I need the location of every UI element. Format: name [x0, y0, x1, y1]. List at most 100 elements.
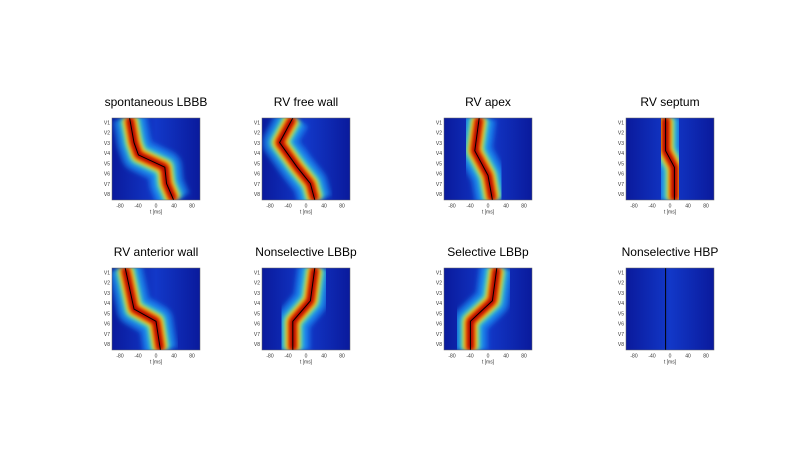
time-tick: 0	[155, 203, 158, 209]
heatmap	[626, 118, 714, 200]
lead-label: V3	[618, 291, 624, 297]
time-tick: 40	[503, 353, 509, 359]
plot-frame	[111, 267, 201, 351]
heatmap	[112, 268, 200, 350]
lead-label: V4	[254, 151, 260, 157]
lead-label: V8	[618, 342, 624, 348]
lead-label: V5	[104, 311, 110, 317]
time-tick: 80	[339, 203, 345, 209]
lead-label: V2	[436, 131, 442, 137]
lead-label: V2	[254, 281, 260, 287]
panel-title: RV free wall	[274, 95, 338, 109]
panel-title: Nonselective HBP	[622, 245, 719, 259]
lead-label: V1	[436, 270, 442, 276]
lead-label: V1	[254, 120, 260, 126]
lead-label: V4	[104, 301, 110, 307]
time-tick: -80	[116, 203, 123, 209]
lead-label: V6	[254, 172, 260, 178]
time-tick: 0	[669, 353, 672, 359]
time-label: t [ms]	[300, 209, 313, 215]
lead-label: V6	[436, 322, 442, 328]
lead-label: V2	[104, 131, 110, 137]
time-label: t [ms]	[300, 359, 313, 365]
heatmap	[444, 268, 532, 350]
lead-label: V7	[254, 332, 260, 338]
activation-line	[129, 118, 175, 200]
time-tick: 80	[189, 353, 195, 359]
time-tick: 40	[171, 353, 177, 359]
lead-label: V5	[618, 311, 624, 317]
plot-frame	[625, 267, 715, 351]
lead-label: V3	[436, 291, 442, 297]
time-tick: 0	[487, 203, 490, 209]
time-tick: -40	[134, 203, 141, 209]
time-tick: -80	[630, 203, 637, 209]
lead-label: V7	[104, 332, 110, 338]
plot-frame	[111, 117, 201, 201]
activation-line	[469, 268, 498, 350]
lead-label: V7	[618, 182, 624, 188]
panel-title: RV septum	[640, 95, 699, 109]
panel-title: spontaneous LBBB	[105, 95, 208, 109]
panel: spontaneous LBBB V1 V2 V3 V4 V5 V6 V7 V8 -80 -40 0 4…	[104, 95, 208, 215]
panel: RV apex V1 V2 V3 V4 V5 V6 V7 V8 -80 -40 0 40 80 t [ms]	[436, 95, 533, 215]
lead-label: V5	[254, 311, 260, 317]
lead-label: V5	[104, 161, 110, 167]
panel-title: RV anterior wall	[114, 245, 198, 259]
activation-line	[279, 118, 316, 200]
time-tick: 0	[669, 203, 672, 209]
time-tick: -80	[116, 353, 123, 359]
time-label: t [ms]	[150, 359, 163, 365]
panel: Nonselective LBBp V1 V2 V3 V4 V5 V6 V7 V8 -80 -40 0…	[254, 245, 357, 365]
heatmap	[626, 268, 714, 350]
time-tick: 40	[171, 203, 177, 209]
time-tick: 80	[703, 353, 709, 359]
lead-label: V8	[104, 192, 110, 198]
panel: RV septum V1 V2 V3 V4 V5 V6 V7 V8 -80 -40 0 40 80 t [m…	[618, 95, 715, 215]
lead-label: V6	[618, 172, 624, 178]
lead-label: V6	[436, 172, 442, 178]
time-tick: -40	[284, 203, 291, 209]
time-tick: 80	[189, 203, 195, 209]
plot-frame	[443, 117, 533, 201]
lead-label: V3	[254, 141, 260, 147]
lead-label: V3	[254, 291, 260, 297]
heatmap	[112, 118, 200, 200]
time-tick: -40	[648, 353, 655, 359]
lead-label: V7	[436, 182, 442, 188]
time-tick: 40	[685, 203, 691, 209]
activation-line	[665, 118, 675, 200]
panel: Nonselective HBP V1 V2 V3 V4 V5 V6 V7 V8 -80 -40 0 4…	[618, 245, 718, 365]
lead-label: V5	[254, 161, 260, 167]
time-tick: -80	[448, 353, 455, 359]
plot-frame	[625, 117, 715, 201]
time-tick: 40	[503, 203, 509, 209]
lead-label: V4	[436, 151, 442, 157]
lead-label: V8	[254, 342, 260, 348]
time-label: t [ms]	[482, 359, 495, 365]
time-tick: -80	[266, 353, 273, 359]
lead-label: V5	[436, 161, 442, 167]
lead-label: V1	[618, 120, 624, 126]
time-tick: -40	[466, 203, 473, 209]
panel: Selective LBBp V1 V2 V3 V4 V5 V6 V7 V8 -80 -40 0 40 8…	[436, 245, 533, 365]
time-tick: -40	[284, 353, 291, 359]
plot-frame	[443, 267, 533, 351]
time-tick: 80	[521, 203, 527, 209]
activation-line	[292, 268, 316, 350]
lead-label: V2	[104, 281, 110, 287]
plot-frame	[261, 117, 351, 201]
lead-label: V6	[254, 322, 260, 328]
panel: RV free wall V1 V2 V3 V4 V5 V6 V7 V8 -80 -40 0 40 80 t…	[254, 95, 351, 215]
lead-label: V4	[254, 301, 260, 307]
time-tick: 40	[321, 353, 327, 359]
heatmap	[262, 118, 350, 200]
plot-frame	[261, 267, 351, 351]
lead-label: V3	[104, 291, 110, 297]
lead-label: V1	[104, 120, 110, 126]
heatmap	[444, 118, 532, 200]
lead-label: V8	[254, 192, 260, 198]
time-tick: 40	[685, 353, 691, 359]
activation-line	[474, 118, 493, 200]
